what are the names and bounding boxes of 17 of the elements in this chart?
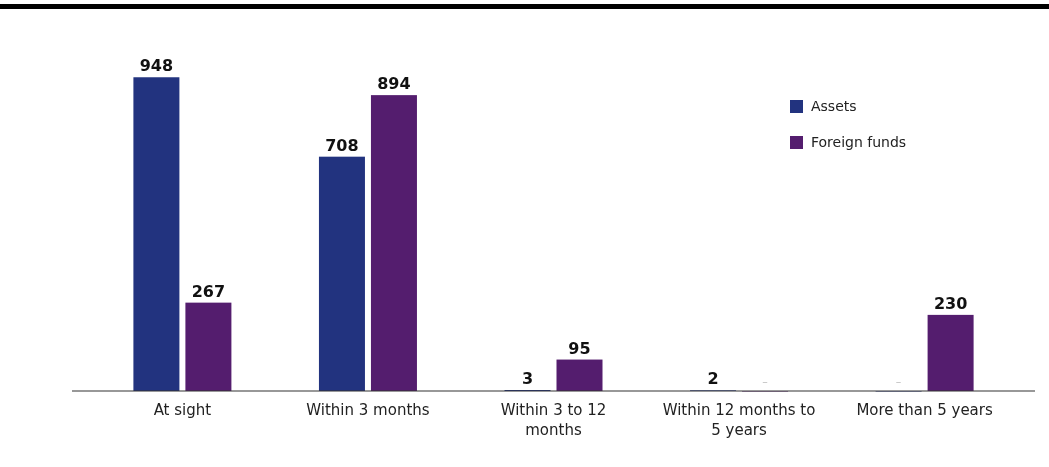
x-tick-label: Within 3 to 12 months [500, 401, 607, 439]
data-label: 2 [707, 369, 719, 389]
legend-label: Assets [811, 98, 857, 114]
data-label: 3 [521, 369, 534, 389]
x-tick-label: Within 12 months to 5 years [662, 401, 816, 439]
data-label: 708 [325, 135, 359, 155]
data-label: 948 [139, 56, 174, 76]
x-tick-label: Within 3 months [306, 401, 430, 419]
legend-label: Foreign funds [811, 134, 907, 150]
data-label: 894 [377, 74, 411, 94]
data-label: 95 [568, 338, 591, 358]
data-label: 267 [191, 281, 226, 301]
data-label: – [895, 375, 902, 388]
x-tick-label: At sight [153, 401, 212, 419]
data-label: 230 [933, 293, 968, 313]
data-label: – [762, 375, 768, 388]
x-tick-label: More than 5 years [856, 401, 993, 419]
